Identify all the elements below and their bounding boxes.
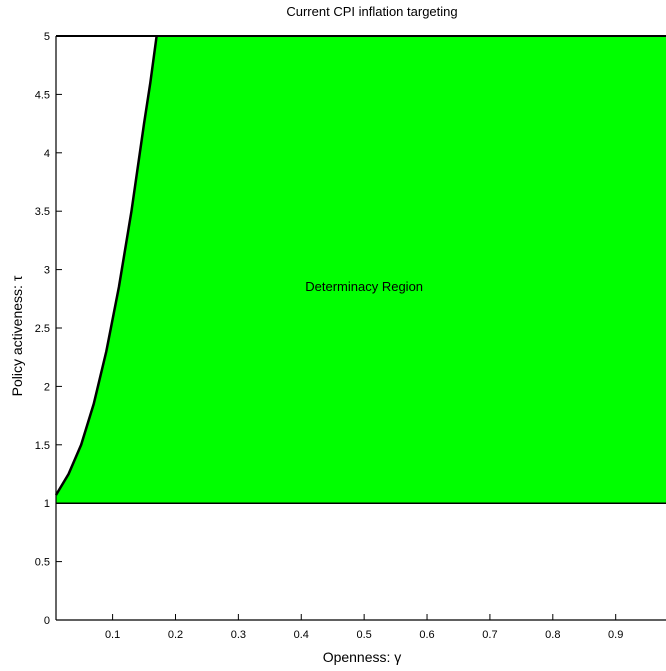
chart-title: Current CPI inflation targeting bbox=[286, 4, 457, 19]
y-tick-label: 1 bbox=[44, 498, 50, 510]
x-tick-label: 0.8 bbox=[545, 629, 560, 641]
x-tick-label: 0.1 bbox=[105, 629, 120, 641]
x-tick-label: 0.3 bbox=[231, 629, 246, 641]
x-tick-label: 0.6 bbox=[419, 629, 434, 641]
y-tick-label: 5 bbox=[44, 31, 50, 43]
x-axis-title: Openness: γ bbox=[323, 649, 402, 665]
x-tick-label: 0.2 bbox=[168, 629, 183, 641]
y-tick-label: 4.5 bbox=[35, 89, 50, 101]
boundary-curve bbox=[54, 35, 158, 496]
y-tick-label: 3 bbox=[44, 265, 50, 277]
y-tick-label: 0.5 bbox=[35, 557, 50, 569]
region-annotation: Determinacy Region bbox=[305, 279, 423, 294]
y-tick-label: 4 bbox=[44, 148, 50, 160]
y-tick-label: 2 bbox=[44, 381, 50, 393]
y-tick-label: 3.5 bbox=[35, 206, 50, 218]
x-tick-label: 0.7 bbox=[482, 629, 497, 641]
plot-area: 0.1 0.2 0.3 0.4 0.5 0.6 0.7 0.8 0.9 0 0.5 1 1.5 2 2.5 3… bbox=[35, 31, 666, 641]
x-tick-label: 0.5 bbox=[356, 629, 371, 641]
y-axis-title: Policy activeness: τ bbox=[9, 275, 25, 396]
determinacy-region-fill bbox=[56, 36, 666, 504]
y-tick-label: 1.5 bbox=[35, 440, 50, 452]
x-tick-label: 0.9 bbox=[608, 629, 623, 641]
y-tick-label: 2.5 bbox=[35, 323, 50, 335]
x-tick-label: 0.4 bbox=[294, 629, 309, 641]
y-tick-label: 0 bbox=[44, 615, 50, 627]
